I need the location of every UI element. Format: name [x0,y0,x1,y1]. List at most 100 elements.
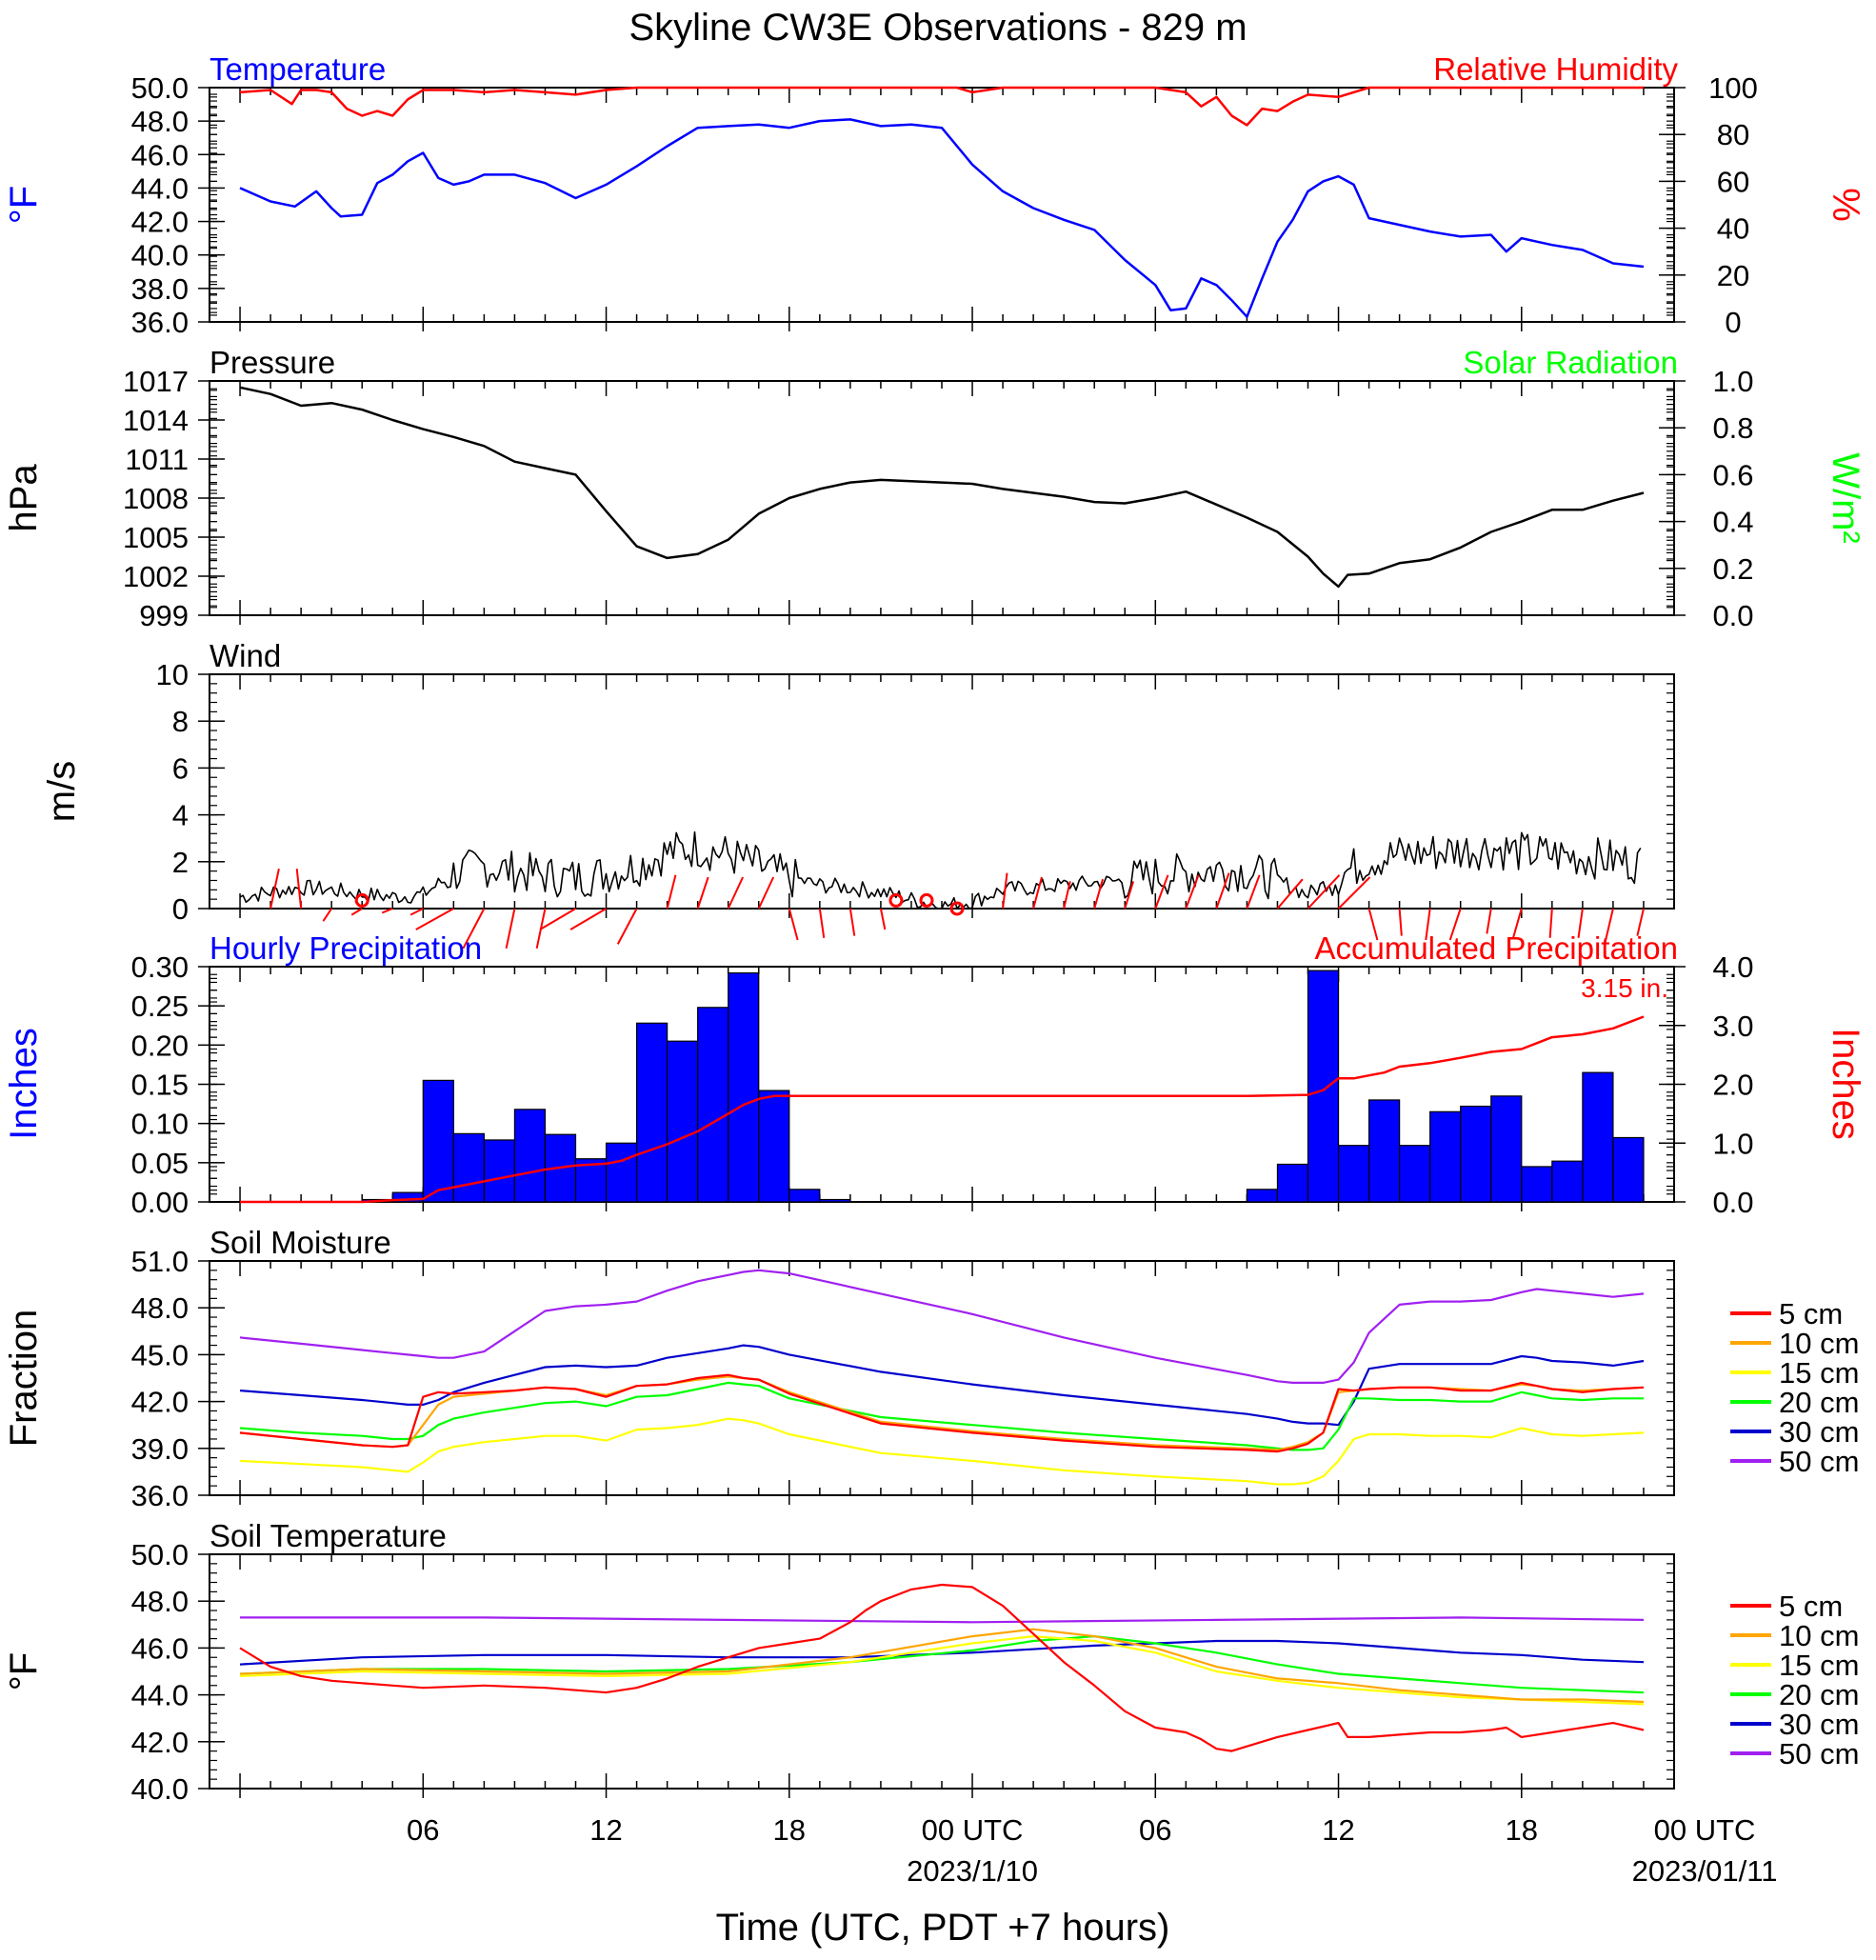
precip-bar [1490,1095,1523,1203]
sm-ytick-label: 42.0 [131,1386,189,1419]
accum-ytick-right-label: 4.0 [1712,950,1753,984]
sm-ytick-label: 48.0 [131,1291,189,1325]
st-legend-label: 50 cm [1779,1737,1859,1770]
wind-barb [696,876,709,910]
precip-bar [697,1007,729,1203]
wind-barb [381,908,393,914]
pressure-line [239,386,1645,589]
x-tick-label: 12 [1322,1813,1354,1847]
sm-ytick-label: 45.0 [131,1338,189,1371]
wind-barb [1398,908,1403,936]
wind-barb [1367,908,1379,941]
soil-temp-line [239,1583,1645,1752]
precip-bar [1399,1145,1431,1203]
wind-ytick-label: 10 [156,658,189,691]
x-tick-label: 18 [773,1813,806,1847]
x-tick-label: 06 [407,1813,439,1847]
pres-right-title: Solar Radiation [1463,345,1678,380]
wind-barb [1548,908,1553,938]
solar-ytick-right-label: 0.6 [1712,458,1753,491]
wind-barb [1185,874,1200,910]
temp-ytick-label: 46.0 [131,138,189,171]
st-ytick-label: 48.0 [131,1585,189,1618]
precip-left-title: Hourly Precipitation [210,930,482,966]
wind-barb [1337,876,1371,910]
wind-barb [462,908,486,950]
st-ytick-label: 40.0 [131,1772,189,1806]
precip-bar [758,1090,790,1203]
precip-total-label: 3.15 in. [1581,973,1668,1003]
wind-barb [1486,908,1492,934]
wind-barb [666,874,677,910]
pres-ylabel: hPa [3,464,45,532]
rh-ytick-right-label: 20 [1717,259,1749,292]
sm-legend-label: 5 cm [1779,1297,1843,1330]
x-date-label: 2023/1/10 [907,1854,1038,1888]
st-legend-label: 20 cm [1779,1678,1859,1711]
x-tick-label: 12 [589,1813,622,1847]
sm-legend-label: 20 cm [1779,1386,1859,1419]
precip-bar [1367,1099,1401,1203]
wind-calm-marker [354,892,369,908]
soil-moisture-panel: 36.0 39.0 42.0 45.0 48.0 51.0 Soil Moisture Fra… [3,1225,1859,1512]
rh-line [239,86,1644,127]
soil-temp-panel: 40.0 42.0 44.0 46.0 48.0 50.0 Soil Temperature… [3,1518,1859,1806]
wind-barb [1448,908,1462,941]
wind-calm-marker [919,892,934,908]
sm-ytick-label: 39.0 [131,1432,189,1466]
precip-ylabel: Inches [3,1028,45,1140]
panels: 36.038.040.042.044.046.048.050.002040608… [3,51,1866,1888]
pres-ytick-label: 1005 [123,521,189,554]
wind-barb [1276,878,1304,910]
wind-barb [322,908,332,922]
wind-barb [350,908,363,916]
temp-ytick-label: 44.0 [131,171,189,205]
wind-barb [1577,908,1584,938]
sm-legend-label: 15 cm [1779,1356,1859,1390]
solar-ytick-right-label: 0.2 [1712,552,1753,586]
wind-ytick-label: 0 [172,892,189,926]
pres-ytick-label: 1008 [123,482,189,515]
temp-ytick-label: 42.0 [131,206,189,239]
wind-panel: 0 2 4 6 8 10 Wind m/s [41,638,1675,950]
precip-ytick-label: 0.20 [131,1029,189,1062]
wind-ytick-label: 8 [172,705,189,738]
soil-moisture-line [239,1381,1644,1451]
sm-ytick-label: 51.0 [131,1245,189,1278]
wind-barb [569,908,608,930]
wind-barb [616,908,638,945]
solar-ytick-right-label: 0.8 [1712,411,1753,445]
soil-moisture-line [239,1269,1645,1385]
wind-calm-marker [949,901,965,916]
precip-bar [1429,1110,1462,1203]
st-legend-label: 30 cm [1779,1708,1859,1741]
wind-barb [1093,878,1104,910]
pres-ytick-label: 1002 [123,560,189,593]
solar-ytick-right-label: 1.0 [1712,365,1753,398]
wind-barb [269,868,280,910]
rh-ytick-right-label: 100 [1708,71,1758,105]
wind-barb [1032,876,1043,910]
precip-bar [483,1139,516,1203]
temp-left-title: Temperature [210,51,386,87]
precip-bar [513,1109,547,1203]
x-axis: 06 12 18 00 UTC 2023/1/10 06 12 18 00 UTC 2023/01… [407,1813,1777,1888]
wind-barb [1307,874,1341,910]
precip-bar [1246,1189,1279,1203]
wind-barb [539,908,577,930]
wind-barb [505,908,516,950]
sm-legend-label: 50 cm [1779,1445,1859,1478]
sm-ylabel: Fraction [3,1310,45,1448]
solar-ytick-right-label: 0.0 [1712,599,1753,632]
pressure-panel: 999 1002 1005 1008 1011 1014 1017 0.0 0.2 0.4 0.6 0… [3,345,1866,632]
precip-bar [1460,1105,1492,1203]
accumulated-precip-line [240,1015,1645,1204]
precip-ytick-label: 0.30 [131,950,189,984]
st-left-title: Soil Temperature [210,1518,447,1553]
precip-bar [667,1040,699,1203]
wind-barb [1512,908,1523,939]
temp-ytick-label: 48.0 [131,105,189,138]
sm-ytick-label: 36.0 [131,1479,189,1512]
precip-bar [452,1132,485,1203]
precip-bar [605,1142,638,1203]
